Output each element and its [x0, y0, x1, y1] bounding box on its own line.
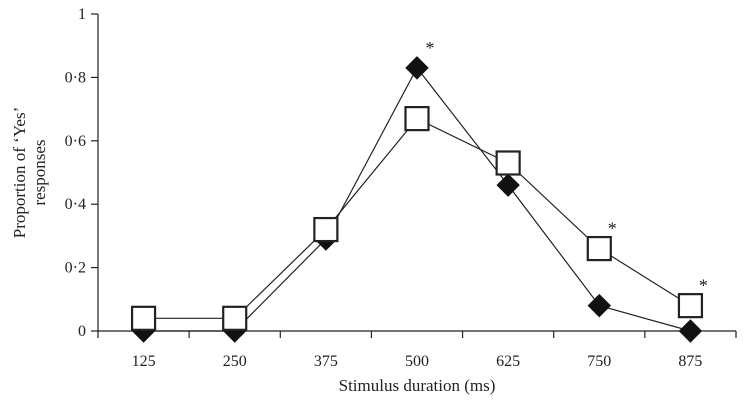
- y-tick-label: 0·4: [65, 196, 86, 213]
- y-axis-title: Proportion of ‘Yes’ responses: [10, 107, 49, 238]
- y-tick-label: 0: [78, 323, 86, 340]
- square-marker: [677, 293, 704, 319]
- square-marker: [586, 235, 612, 262]
- significance-asterisk: *: [699, 276, 708, 296]
- square-marker: [313, 216, 339, 243]
- diamond-marker: [587, 293, 611, 318]
- square-marker: [130, 305, 157, 331]
- diamond-marker: [405, 56, 429, 80]
- x-tick-label: 375: [314, 353, 338, 370]
- y-tick-label: 0·8: [65, 69, 86, 86]
- x-tick-label: 500: [405, 353, 429, 370]
- annotations: * * *: [426, 38, 708, 296]
- x-axis-title: Stimulus duration (ms): [339, 376, 496, 395]
- x-tick-label: 125: [132, 353, 156, 370]
- y-tick-label: 0·2: [65, 260, 86, 277]
- y-ticks: 0 0·2 0·4 0·6 0·8 1: [65, 6, 98, 340]
- square-marker: [495, 150, 521, 176]
- y-axis-title-line-2: responses: [30, 139, 49, 205]
- diamond-marker: [678, 319, 703, 343]
- x-tick-label: 875: [678, 353, 702, 370]
- significance-asterisk: *: [608, 219, 617, 239]
- y-tick-label: 1: [78, 6, 86, 23]
- y-tick-label: 0·6: [65, 133, 86, 150]
- x-ticks: 125 250 375 500 625 750 875: [97, 331, 737, 370]
- x-tick-label: 250: [223, 353, 247, 370]
- diamond-marker: [496, 173, 520, 197]
- data-markers: [130, 56, 704, 343]
- x-tick-label: 625: [496, 353, 520, 370]
- square-marker: [222, 305, 248, 331]
- significance-asterisk: *: [426, 38, 435, 58]
- x-tick-label: 750: [587, 353, 611, 370]
- y-axis-title-line-1: Proportion of ‘Yes’: [10, 107, 29, 238]
- square-marker: [404, 106, 430, 132]
